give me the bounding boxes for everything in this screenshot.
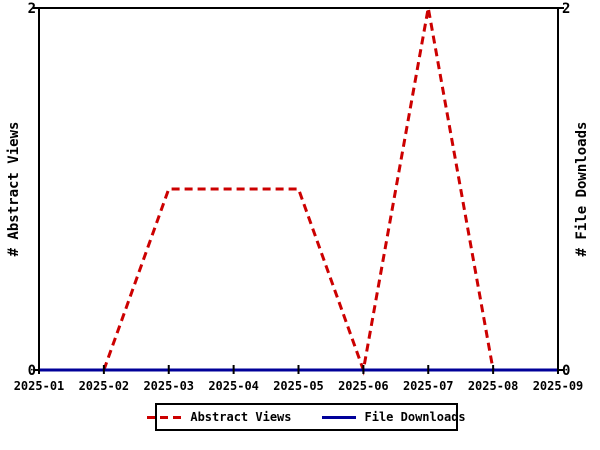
y-axis-right-title: # File Downloads <box>574 122 590 257</box>
y-axis-left-max-label: 2 <box>28 1 36 17</box>
x-tick-label: 2025-06 <box>338 379 389 393</box>
x-tick-label: 2025-08 <box>468 379 519 393</box>
abstract-views-line <box>39 7 558 376</box>
plot-frame <box>38 7 559 371</box>
y-axis-left-min-label: 0 <box>28 363 36 379</box>
x-tick-label: 2025-04 <box>208 379 259 393</box>
x-axis-ticks <box>38 365 559 374</box>
x-tick-label: 2025-05 <box>273 379 324 393</box>
x-tick-label: 2025-07 <box>403 379 454 393</box>
abstract-views-legend-swatch <box>147 415 182 419</box>
x-tick-label: 2025-09 <box>533 379 584 393</box>
y-axis-ticks <box>33 7 564 371</box>
y-axis-left-title: # Abstract Views <box>6 122 22 257</box>
legend-box: Abstract Views File Downloads <box>147 403 466 431</box>
file-downloads-legend-label: File Downloads <box>364 410 466 424</box>
x-tick-label: 2025-01 <box>14 379 65 393</box>
abstract-views-legend-label: Abstract Views <box>190 410 292 424</box>
x-tick-label: 2025-02 <box>79 379 130 393</box>
x-tick-label: 2025-03 <box>143 379 194 393</box>
x-axis-labels: 2025-01 2025-02 2025-03 2025-04 2025-05 2025-… <box>14 379 584 393</box>
file-downloads-legend-swatch <box>321 415 356 419</box>
y-axis-right-max-label: 2 <box>562 1 570 17</box>
y-axis-right-min-label: 0 <box>562 363 570 379</box>
